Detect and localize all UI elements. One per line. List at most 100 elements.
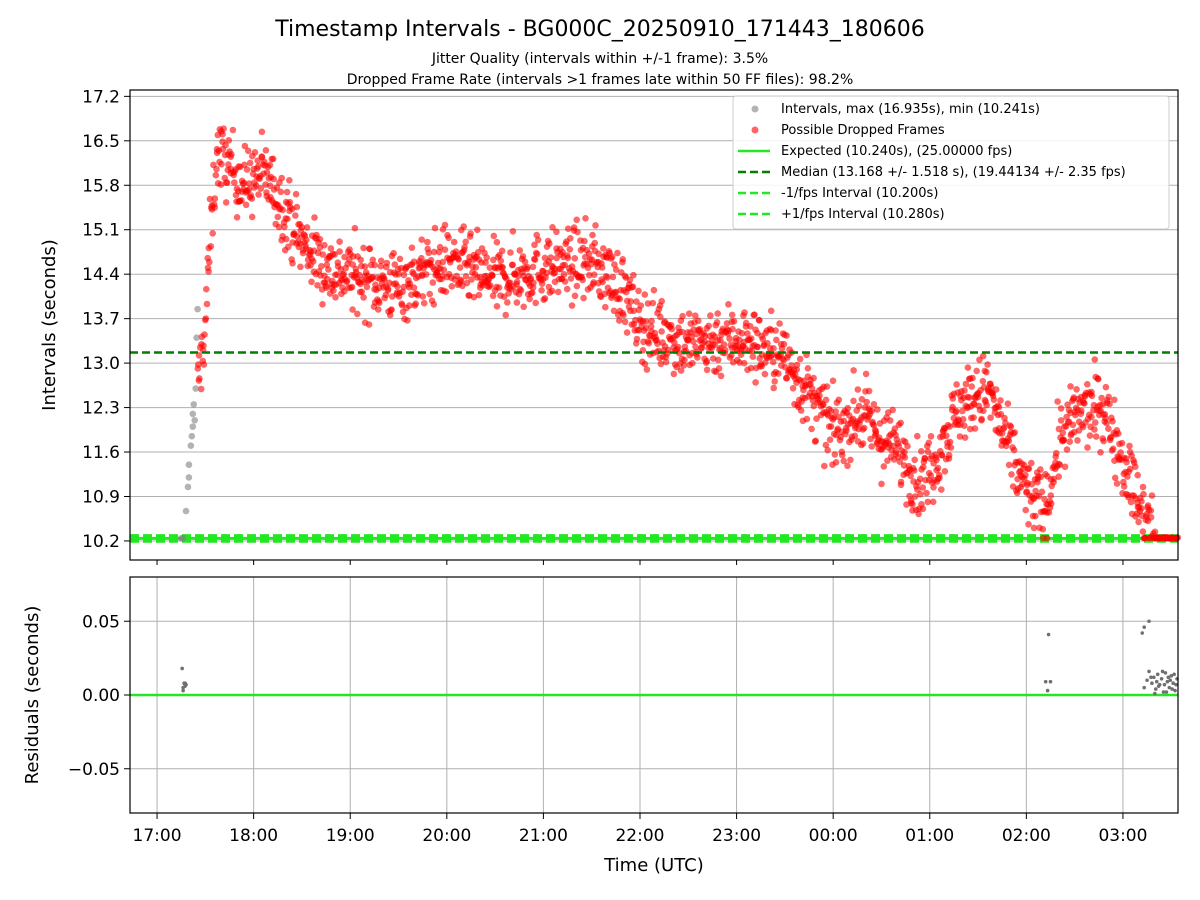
dropped-frame-point <box>921 454 929 462</box>
dropped-frame-point <box>408 244 416 251</box>
y-tick-label: 12.3 <box>82 399 120 419</box>
dropped-frame-point <box>1047 492 1055 499</box>
dropped-frame-point <box>240 179 248 187</box>
dropped-frame-point <box>961 387 968 394</box>
dropped-frame-point <box>293 203 301 211</box>
dropped-frame-point <box>394 283 401 290</box>
dropped-frame-point <box>783 332 790 339</box>
dropped-frame-point <box>1055 473 1062 481</box>
dropped-frame-point <box>529 284 537 291</box>
dropped-frame-point <box>1050 478 1057 486</box>
dropped-frame-point <box>897 478 905 486</box>
dropped-frame-point <box>689 359 696 367</box>
dropped-frame-point <box>489 272 496 279</box>
dropped-frame-point <box>610 307 618 315</box>
interval-point <box>184 483 192 491</box>
dropped-frame-point <box>1127 498 1135 506</box>
dropped-frame-point <box>513 299 521 306</box>
residual-point <box>1145 678 1149 683</box>
dropped-frame-point <box>813 415 820 423</box>
dropped-frame-point <box>203 285 210 293</box>
dropped-frame-point <box>1025 465 1033 472</box>
dropped-frame-point <box>211 195 219 202</box>
dropped-frame-point <box>248 213 256 221</box>
dropped-frame-point <box>422 271 430 278</box>
dropped-frame-point <box>573 282 581 290</box>
dropped-frame-point <box>747 335 755 342</box>
dropped-frame-point <box>1053 449 1060 457</box>
dropped-frame-point <box>715 365 723 372</box>
dropped-frame-point <box>529 289 536 296</box>
dropped-frame-point <box>376 299 383 307</box>
dropped-frame-point <box>685 310 693 318</box>
dropped-frame-point <box>380 274 388 282</box>
dropped-frame-point <box>705 322 712 330</box>
legend-label-median: Median (13.168 +/- 1.518 s), (19.44134 +… <box>781 165 1126 180</box>
dropped-frame-point <box>671 339 678 347</box>
dropped-frame-point <box>654 340 661 348</box>
legend-label-minus-fps: -1/fps Interval (10.200s) <box>781 186 938 201</box>
dropped-frame-point <box>298 224 306 231</box>
dropped-frame-point <box>303 236 310 244</box>
dropped-frame-point <box>233 214 241 221</box>
dropped-frame-point <box>377 262 385 270</box>
y-tick-label: 16.5 <box>82 132 120 152</box>
y-tick-label: 10.2 <box>82 532 120 552</box>
dropped-frame-point <box>509 261 516 269</box>
dropped-frame-point <box>456 264 464 271</box>
dropped-frame-point <box>1147 514 1155 521</box>
residual-point <box>1170 687 1175 691</box>
y-axis-label-residuals: Residuals (seconds) <box>22 606 43 785</box>
residual-point <box>1167 685 1172 690</box>
dropped-frame-point <box>365 321 373 328</box>
x-tick-label: 18:00 <box>229 826 278 846</box>
x-tick-label: 17:00 <box>133 826 182 846</box>
dropped-frame-point <box>915 510 922 518</box>
dropped-frame-point <box>220 125 227 132</box>
dropped-frame-point <box>1091 356 1099 363</box>
dropped-frame-point <box>245 180 253 187</box>
residual-point <box>1164 690 1169 694</box>
dropped-frame-point <box>228 151 235 158</box>
dropped-frame-point <box>497 257 505 265</box>
dropped-frame-point <box>395 270 403 278</box>
dropped-frame-point <box>843 427 850 435</box>
dropped-frame-point <box>728 311 736 319</box>
dropped-frame-point <box>1148 492 1156 499</box>
dropped-frame-point <box>212 171 220 179</box>
dropped-frame-point <box>907 472 914 480</box>
dropped-frame-point <box>776 320 783 327</box>
residual-point <box>1142 685 1146 690</box>
dropped-frame-point <box>629 283 637 291</box>
dropped-frame-point <box>1151 528 1159 536</box>
dropped-frame-point <box>483 254 491 261</box>
dropped-frame-point <box>1135 518 1142 526</box>
dropped-frame-point <box>717 336 724 344</box>
dropped-frame-point <box>524 264 531 271</box>
interval-point <box>193 334 200 342</box>
dropped-frame-point <box>680 362 688 369</box>
dropped-frame-point <box>467 230 474 237</box>
dropped-frame-point <box>419 293 427 300</box>
dropped-frame-point <box>657 313 664 321</box>
dropped-frame-point <box>219 130 226 138</box>
residual-point <box>183 681 187 685</box>
dropped-frame-point <box>925 439 933 447</box>
dropped-frame-point <box>546 240 553 247</box>
dropped-frame-point <box>837 433 844 441</box>
dropped-frame-point <box>741 309 748 316</box>
dropped-frame-point <box>357 256 365 264</box>
dropped-frame-point <box>1022 471 1029 479</box>
dropped-frame-point <box>862 370 870 378</box>
dropped-frame-point <box>1025 521 1032 528</box>
dropped-frame-point <box>633 335 641 343</box>
dropped-frame-point <box>783 375 791 382</box>
dropped-frame-point <box>1057 405 1065 412</box>
dropped-frame-point <box>324 275 331 283</box>
dropped-frame-point <box>868 407 876 415</box>
dropped-frame-point <box>278 174 286 182</box>
dropped-frame-point <box>990 396 998 404</box>
dropped-frame-point <box>919 484 927 491</box>
dropped-frame-point <box>213 165 220 173</box>
dropped-frame-point <box>600 245 607 252</box>
